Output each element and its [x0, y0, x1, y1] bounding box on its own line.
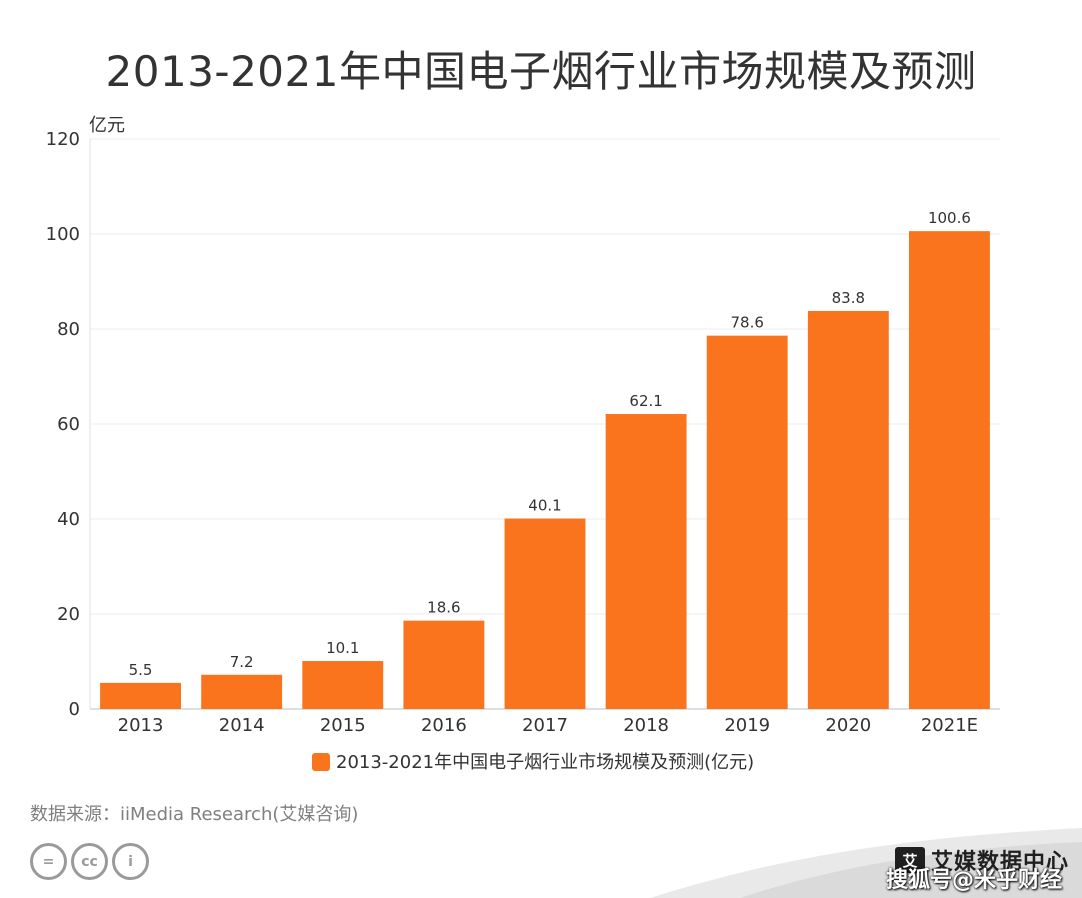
legend: 2013-2021年中国电子烟行业市场规模及预测(亿元)	[312, 752, 754, 773]
bar-2014	[201, 674, 283, 709]
brand-logo-icon: 艾	[895, 847, 925, 873]
bar-2018	[605, 414, 687, 709]
bar-2020	[807, 310, 889, 709]
brand: 艾 艾媒数据中心	[895, 844, 1069, 876]
cc-by-icon: i	[112, 843, 149, 880]
brand-name: 艾媒数据中心	[931, 850, 1070, 875]
x-tick-label: 2015	[320, 715, 366, 736]
y-tick-label: 120	[46, 129, 80, 150]
bar-value-label: 5.5	[129, 661, 153, 679]
bar-value-label: 100.6	[928, 209, 971, 227]
legend-label: 2013-2021年中国电子烟行业市场规模及预测(亿元)	[336, 752, 754, 773]
bar-2021E	[909, 231, 990, 709]
chart-title: 2013-2021年中国电子烟行业市场规模及预测	[105, 47, 977, 96]
y-tick-label: 100	[46, 224, 80, 245]
legend-swatch	[312, 753, 330, 771]
y-tick-label: 60	[57, 414, 80, 435]
x-tick-label: 2018	[623, 715, 669, 736]
x-tick-label: 2013	[118, 715, 164, 736]
bar-value-label: 40.1	[528, 497, 561, 515]
bar-value-label: 62.1	[629, 392, 662, 410]
bar-2013	[100, 682, 181, 709]
y-tick-label: 20	[57, 604, 80, 625]
y-tick-label: 80	[57, 319, 80, 340]
bar-2019	[706, 335, 788, 709]
bar-value-label: 78.6	[731, 314, 764, 332]
bar-2016	[403, 620, 485, 709]
x-tick-label: 2016	[421, 715, 467, 736]
bar-value-label: 10.1	[326, 639, 359, 657]
watermark: 搜狐号@米乎财经	[886, 868, 1063, 893]
x-tick-label: 2020	[825, 715, 871, 736]
bar-chart: 亿元 0 20 40 60 80 100 120 5.5 7.2 10.1 18.6 40.1 62.…	[46, 115, 1000, 773]
bar-value-label: 18.6	[427, 599, 460, 617]
x-tick-label: 2017	[522, 715, 568, 736]
bars	[100, 231, 990, 709]
x-tick-labels: 2013 2014 2015 2016 2017 2018 2019 2020 2021E	[118, 715, 978, 736]
y-tick-label: 0	[69, 699, 80, 720]
x-tick-label: 2021E	[921, 715, 978, 736]
x-tick-label: 2014	[219, 715, 265, 736]
bar-value-labels: 5.5 7.2 10.1 18.6 40.1 62.1 78.6 83.8 100.6	[129, 209, 971, 679]
y-tick-labels: 0 20 40 60 80 100 120	[46, 129, 80, 720]
cc-icon: cc	[71, 843, 108, 880]
bar-value-label: 7.2	[230, 653, 254, 671]
x-tick-label: 2019	[724, 715, 770, 736]
y-axis-label: 亿元	[89, 115, 125, 136]
license-icons: = cc i	[30, 843, 149, 880]
bar-2017	[504, 518, 586, 709]
bar-2015	[302, 661, 384, 709]
source-note: 数据来源：iiMedia Research(艾媒咨询)	[30, 804, 359, 825]
bar-value-label: 83.8	[832, 289, 865, 307]
cc-nd-icon: =	[30, 843, 67, 880]
y-tick-label: 40	[57, 509, 80, 530]
